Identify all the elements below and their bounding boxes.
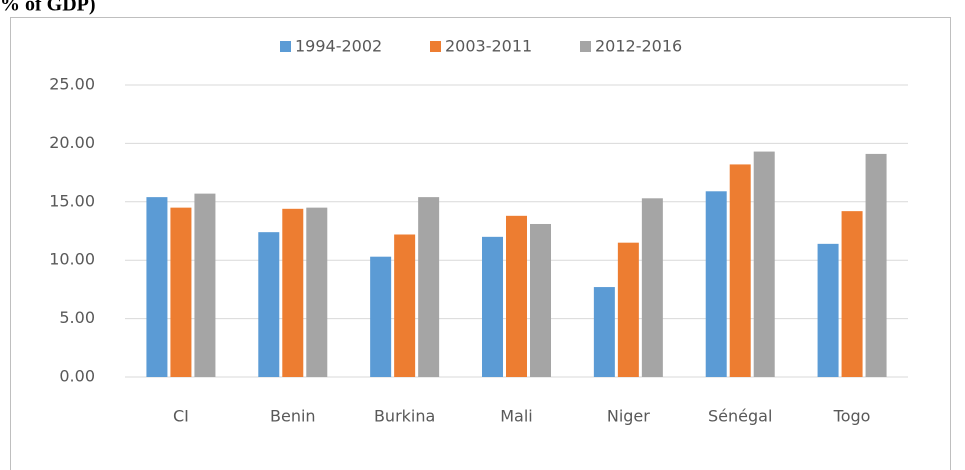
y-tick-label: 0.00: [59, 367, 95, 386]
bar: [641, 198, 663, 377]
bar: [170, 207, 192, 377]
legend-label: 2012-2016: [595, 37, 682, 56]
x-tick-label: Togo: [833, 407, 871, 426]
legend-swatch: [580, 41, 591, 52]
chart-frame: [10, 17, 951, 470]
caption: % of GDP): [0, 0, 96, 16]
bar: [394, 234, 416, 377]
x-tick-label: Niger: [607, 407, 650, 426]
bar: [418, 197, 440, 377]
y-tick-label: 15.00: [49, 191, 95, 210]
bar: [282, 208, 304, 377]
legend-label: 2003-2011: [445, 37, 532, 56]
y-tick-label: 25.00: [49, 75, 95, 94]
x-tick-label: Sénégal: [708, 407, 772, 426]
bar: [146, 197, 168, 377]
bar: [753, 151, 775, 377]
bar: [258, 232, 280, 377]
legend-label: 1994-2002: [295, 37, 382, 56]
x-tick-label: Mali: [500, 407, 533, 426]
bar: [593, 287, 615, 377]
bar: [306, 207, 328, 377]
bar: [194, 193, 216, 377]
y-tick-label: 10.00: [49, 250, 95, 269]
y-tick-label: 5.00: [59, 308, 95, 327]
bar: [729, 164, 751, 377]
bar: [705, 191, 727, 377]
x-tick-label: Burkina: [374, 407, 435, 426]
bar: [841, 211, 863, 377]
legend-swatch: [430, 41, 441, 52]
bar: [506, 215, 527, 377]
bar: [817, 243, 839, 377]
x-tick-label: Benin: [270, 407, 316, 426]
bar: [530, 223, 551, 377]
y-tick-label: 20.00: [49, 133, 95, 152]
bar: [617, 242, 639, 377]
bar: [482, 236, 503, 377]
legend-swatch: [280, 41, 291, 52]
bar: [370, 256, 392, 377]
x-tick-label: CI: [173, 407, 189, 426]
bar: [865, 153, 887, 377]
